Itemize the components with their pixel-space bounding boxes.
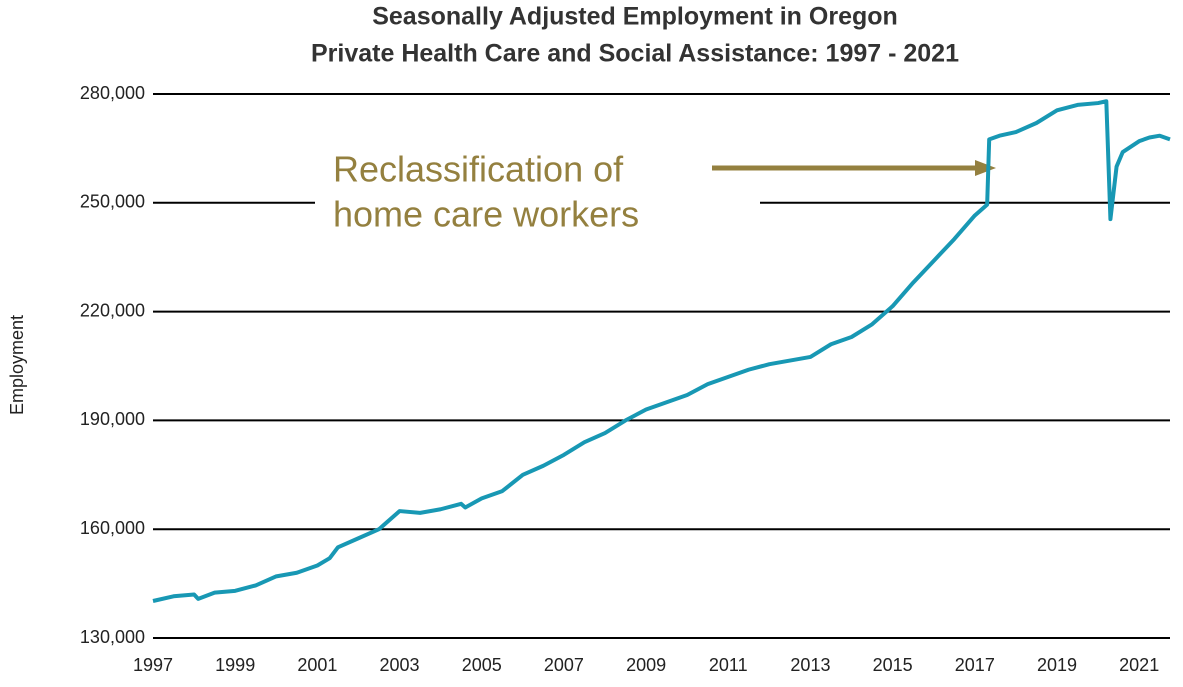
y-tick-label: 130,000 [80,627,145,647]
x-tick-label: 2011 [709,655,748,675]
annotation-text: Reclassification of [333,149,624,190]
chart-title: Seasonally Adjusted Employment in Oregon [372,3,898,31]
annotation-text: home care workers [333,194,639,235]
y-tick-label: 160,000 [80,518,145,538]
y-tick-label: 220,000 [80,300,145,320]
x-tick-label: 2013 [790,655,830,675]
x-tick-label: 2005 [462,655,502,675]
x-tick-label: 2007 [544,655,584,675]
annotation-arrowhead [975,160,996,176]
annotation-background [315,145,760,255]
x-tick-label: 1999 [215,655,255,675]
y-tick-label: 250,000 [80,192,145,212]
x-tick-label: 2021 [1119,655,1159,675]
x-tick-label: 2017 [955,655,995,675]
x-tick-label: 2001 [297,655,337,675]
y-tick-label: 280,000 [80,83,145,103]
x-tick-label: 1997 [133,655,173,675]
x-tick-label: 2003 [380,655,420,675]
x-tick-label: 2019 [1037,655,1077,675]
data-line [152,99,1171,603]
y-tick-label: 190,000 [80,409,145,429]
y-axis-label: Employment [7,315,27,415]
chart-subtitle: Private Health Care and Social Assistanc… [311,40,959,68]
x-tick-label: 2015 [873,655,913,675]
x-tick-label: 2009 [626,655,666,675]
